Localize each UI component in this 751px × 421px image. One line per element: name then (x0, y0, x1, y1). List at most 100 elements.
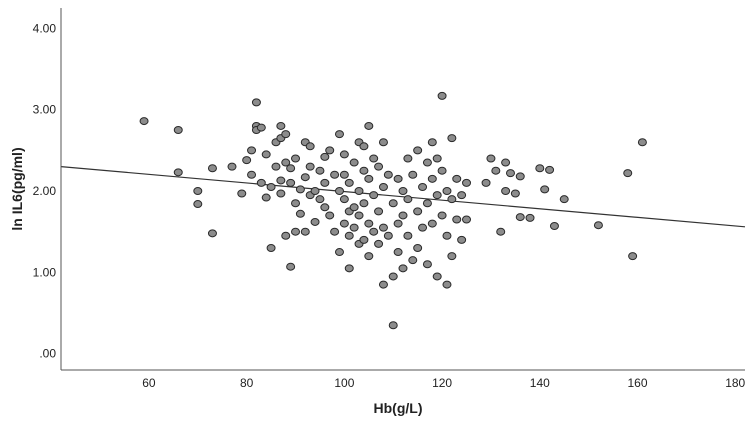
data-point (559, 195, 569, 204)
data-point (173, 126, 183, 135)
data-point (637, 138, 647, 147)
data-point (432, 191, 442, 200)
data-point (359, 199, 369, 208)
data-point (261, 150, 271, 159)
x-tick-label: 140 (530, 376, 550, 390)
data-point (452, 215, 462, 224)
data-point (398, 187, 408, 196)
x-tick-label: 80 (240, 376, 254, 390)
data-point (271, 162, 281, 171)
data-point (393, 219, 403, 228)
data-point (325, 211, 335, 220)
y-tick-label: 4.00 (33, 21, 57, 35)
data-point (359, 142, 369, 151)
data-point (320, 152, 330, 161)
data-point (369, 227, 379, 236)
data-point (320, 178, 330, 187)
data-point (374, 162, 384, 171)
data-point (286, 178, 296, 187)
data-point (422, 260, 432, 269)
x-axis-label: Hb(g/L) (374, 400, 423, 416)
data-point (349, 203, 359, 212)
data-point (349, 223, 359, 232)
data-point (427, 138, 437, 147)
data-point (207, 164, 217, 173)
data-point (442, 231, 452, 240)
data-point (295, 185, 305, 194)
y-tick-label: 1.00 (33, 265, 57, 279)
x-tick-label: 60 (142, 376, 156, 390)
data-point (501, 158, 511, 167)
data-point (491, 166, 501, 175)
data-point (261, 193, 271, 202)
data-point (535, 164, 545, 173)
data-point (549, 222, 559, 231)
data-point (364, 174, 374, 183)
data-point (305, 142, 315, 151)
data-point (339, 195, 349, 204)
data-point (320, 203, 330, 212)
data-point (339, 219, 349, 228)
data-point (427, 174, 437, 183)
data-point (442, 280, 452, 289)
data-point (413, 146, 423, 155)
data-point (310, 187, 320, 196)
data-point (315, 195, 325, 204)
data-point (447, 195, 457, 204)
data-point (462, 215, 472, 224)
y-tick-label: 3.00 (33, 103, 57, 117)
data-point (354, 211, 364, 220)
data-point (452, 174, 462, 183)
data-point (334, 248, 344, 257)
data-point (623, 169, 633, 178)
data-point (276, 176, 286, 185)
data-point (349, 158, 359, 167)
data-point (403, 231, 413, 240)
data-point (344, 264, 354, 273)
data-point (525, 213, 535, 222)
data-point (291, 199, 301, 208)
data-point (378, 182, 388, 191)
data-point (310, 217, 320, 226)
data-point (344, 178, 354, 187)
data-point (457, 191, 467, 200)
data-point (339, 170, 349, 179)
data-point (193, 187, 203, 196)
data-point (486, 154, 496, 163)
data-point (628, 252, 638, 261)
data-point (515, 213, 525, 222)
data-point (237, 189, 247, 198)
data-point (334, 130, 344, 139)
data-point (334, 187, 344, 196)
data-point (364, 252, 374, 261)
data-point (247, 146, 257, 155)
data-point (364, 219, 374, 228)
y-tick-label: .00 (39, 347, 56, 361)
regression-line (60, 166, 746, 228)
data-point (369, 191, 379, 200)
data-point (378, 138, 388, 147)
x-tick-label: 120 (432, 376, 452, 390)
data-point (408, 256, 418, 265)
data-point (291, 227, 301, 236)
data-point (378, 280, 388, 289)
data-point (393, 174, 403, 183)
data-point (427, 219, 437, 228)
data-point (330, 170, 340, 179)
data-point (359, 166, 369, 175)
data-point (281, 158, 291, 167)
data-point (545, 165, 555, 174)
data-point (374, 239, 384, 248)
data-point (398, 211, 408, 220)
data-point (266, 243, 276, 252)
data-point (418, 223, 428, 232)
data-points (139, 91, 647, 330)
data-point (256, 123, 266, 132)
data-point (300, 173, 310, 182)
y-axis-label: ln IL6(pg/ml) (9, 147, 25, 230)
data-point (403, 154, 413, 163)
data-point (300, 227, 310, 236)
data-point (408, 170, 418, 179)
data-point (344, 231, 354, 240)
data-point (388, 321, 398, 330)
